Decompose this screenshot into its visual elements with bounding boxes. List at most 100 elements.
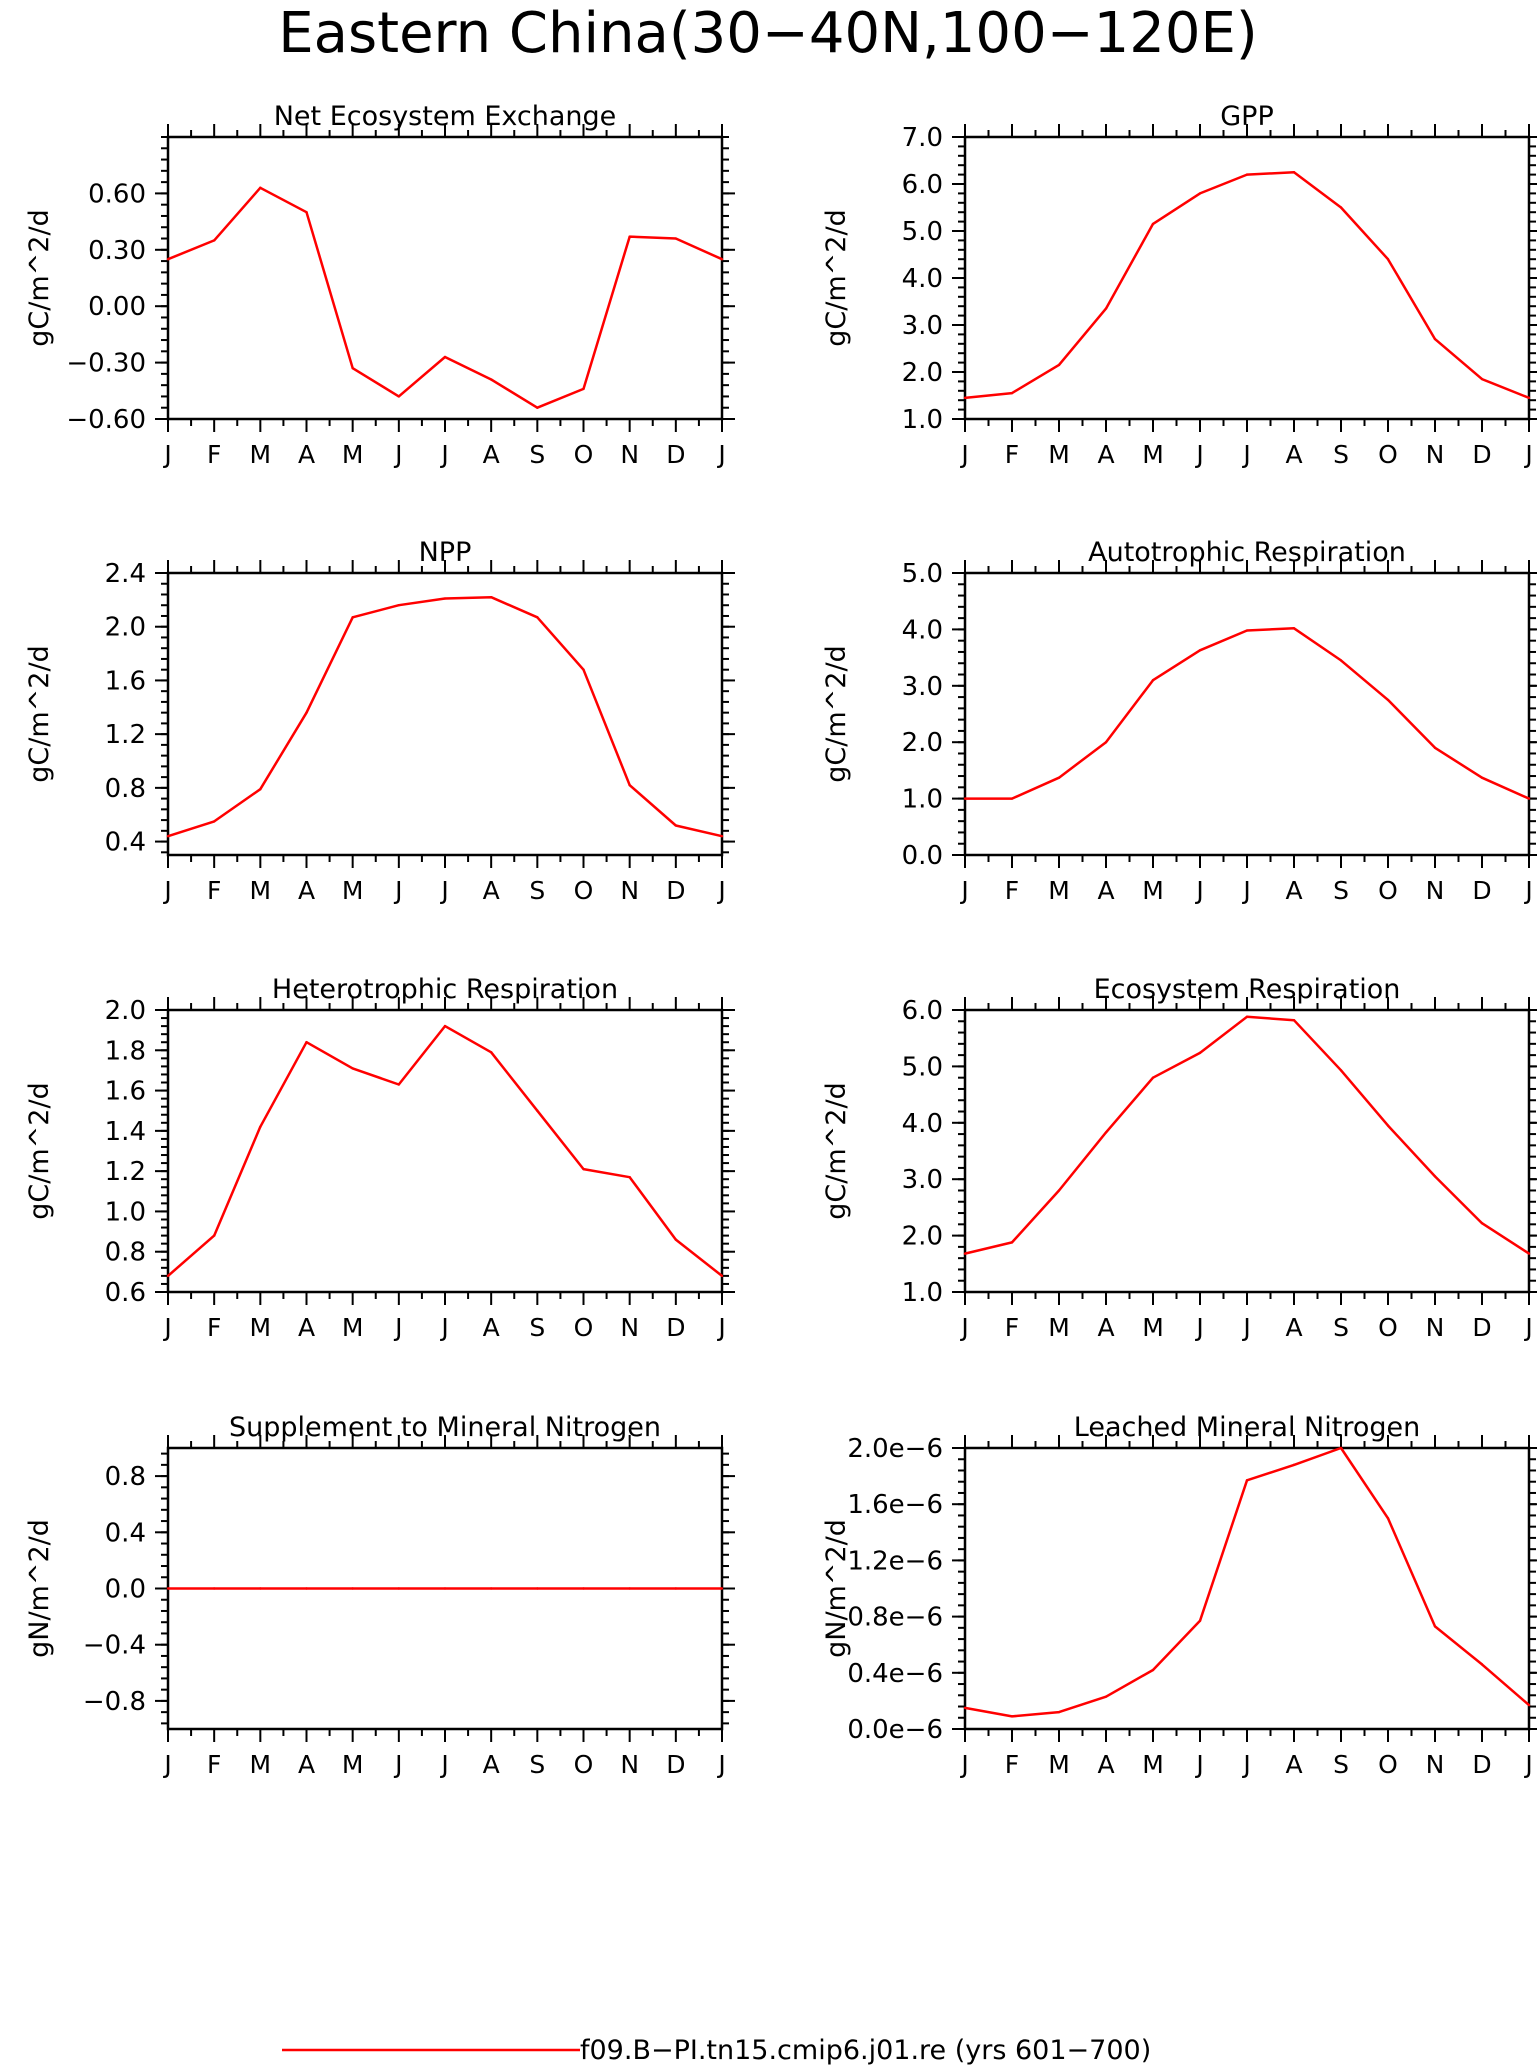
y-tick-label: 1.6	[105, 1077, 146, 1107]
x-tick-label: J	[1523, 1750, 1532, 1779]
x-tick-label: O	[574, 440, 594, 469]
data-point	[1386, 258, 1390, 261]
x-tick-label: J	[959, 440, 968, 469]
x-tick-label: J	[1194, 440, 1203, 469]
data-point	[305, 211, 308, 214]
data-point	[1433, 337, 1437, 341]
data-point	[1151, 1668, 1155, 1672]
data-point	[1292, 171, 1296, 174]
x-tick-label: F	[1005, 876, 1019, 905]
data-point	[1151, 678, 1155, 682]
y-tick-label: 7.0	[902, 123, 943, 153]
y-axis-label: gC/m^2/d	[821, 1082, 852, 1219]
data-point	[1245, 1479, 1249, 1482]
x-tick-label: M	[250, 440, 272, 469]
x-tick-label: J	[393, 440, 402, 469]
x-tick-label: D	[666, 1313, 685, 1342]
data-point	[1010, 1241, 1014, 1244]
x-tick-label: A	[1285, 876, 1302, 905]
data-point	[212, 820, 216, 823]
data-point	[1527, 1252, 1531, 1255]
data-point	[166, 1274, 170, 1278]
x-tick-label: O	[574, 1750, 594, 1779]
x-tick-label: O	[1378, 1313, 1398, 1342]
data-point	[1104, 307, 1108, 310]
x-tick-label: J	[439, 1313, 448, 1342]
y-tick-label: 3.0	[902, 672, 943, 702]
data-point	[259, 1125, 262, 1129]
y-tick-label: 0.8	[105, 1462, 146, 1492]
x-tick-label: J	[959, 1313, 968, 1342]
data-point	[1480, 1221, 1484, 1225]
data-point	[351, 1067, 354, 1070]
x-tick-label: O	[1378, 876, 1398, 905]
x-tick-label: F	[1005, 440, 1019, 469]
y-tick-label: 1.0	[902, 785, 943, 815]
x-tick-label: J	[162, 1750, 171, 1779]
data-point	[1010, 797, 1014, 800]
x-tick-label: J	[162, 440, 171, 469]
data-point	[536, 616, 539, 619]
data-point	[628, 1587, 631, 1590]
x-tick-label: J	[162, 876, 171, 905]
data-point	[1104, 1131, 1108, 1134]
y-tick-label: 0.4	[105, 828, 146, 858]
y-tick-label: 0.4e−6	[847, 1659, 943, 1689]
x-tick-label: J	[1241, 1750, 1250, 1779]
x-tick-label: D	[666, 1750, 685, 1779]
y-axis-label: gN/m^2/d	[821, 1519, 852, 1658]
data-point	[1104, 1695, 1108, 1698]
y-tick-label: −0.4	[83, 1631, 146, 1661]
data-point	[1010, 1715, 1014, 1718]
x-tick-label: J	[1523, 440, 1532, 469]
y-tick-label: 5.0	[902, 217, 943, 247]
y-tick-label: 0.60	[88, 179, 146, 209]
x-tick-label: N	[620, 440, 639, 469]
y-tick-label: 4.0	[902, 264, 943, 294]
data-point	[489, 378, 493, 381]
data-point	[1245, 1015, 1249, 1018]
data-point	[536, 406, 539, 409]
data-point	[674, 1587, 678, 1590]
data-point	[628, 783, 631, 787]
y-tick-label: 1.2	[105, 1157, 146, 1187]
data-point	[1433, 1625, 1437, 1628]
y-tick-label: 4.0	[902, 615, 943, 645]
x-tick-label: M	[1048, 440, 1070, 469]
x-tick-label: A	[1285, 1313, 1302, 1342]
data-point	[1386, 1124, 1390, 1127]
x-tick-label: J	[716, 440, 725, 469]
x-tick-label: S	[1333, 1750, 1349, 1779]
data-point	[1151, 1076, 1155, 1079]
data-point	[212, 239, 216, 242]
data-point	[397, 1083, 401, 1086]
y-tick-label: 2.0	[902, 358, 943, 388]
y-tick-label: 5.0	[902, 1052, 943, 1082]
data-point	[1057, 1189, 1061, 1192]
x-tick-label: M	[250, 876, 272, 905]
plot-frame	[166, 571, 724, 857]
data-point	[1292, 1463, 1296, 1467]
x-tick-label: M	[1142, 1750, 1164, 1779]
series-line	[964, 1015, 1530, 1255]
data-point	[582, 1587, 585, 1590]
y-tick-label: 5.0	[902, 559, 943, 589]
data-point	[963, 396, 967, 400]
x-tick-label: A	[483, 440, 500, 469]
data-point	[305, 1041, 308, 1044]
data-point	[212, 1587, 216, 1590]
data-point	[212, 1234, 216, 1237]
x-tick-label: M	[342, 1313, 364, 1342]
y-tick-label: 0.8	[105, 774, 146, 804]
data-point	[1292, 1018, 1296, 1022]
data-point	[1057, 776, 1061, 779]
data-point	[397, 395, 401, 398]
x-tick-label: M	[1048, 1750, 1070, 1779]
data-point	[1198, 192, 1202, 195]
data-point	[351, 1587, 354, 1590]
